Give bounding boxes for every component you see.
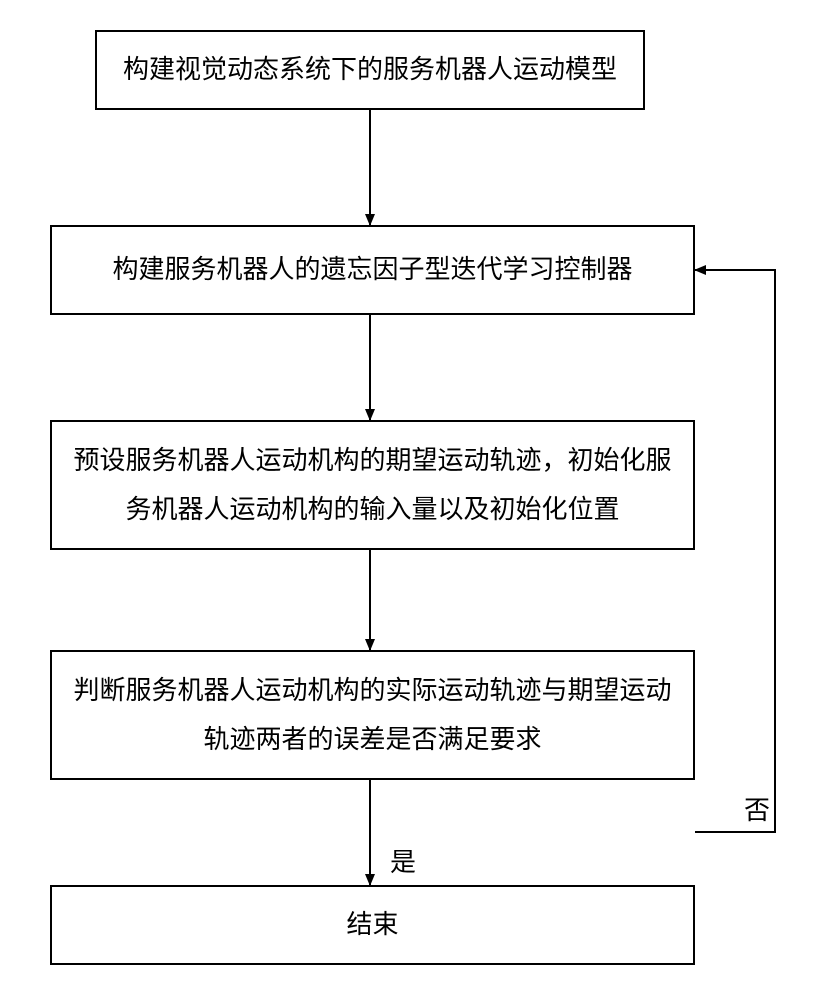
flowchart-edge-label: 是	[390, 842, 416, 879]
flowchart-node-text: 构建视觉动态系统下的服务机器人运动模型	[123, 45, 617, 94]
flowchart-node: 预设服务机器人运动机构的期望运动轨迹，初始化服务机器人运动机构的输入量以及初始化…	[50, 420, 695, 550]
flowchart-node: 构建服务机器人的遗忘因子型迭代学习控制器	[50, 225, 695, 315]
flowchart-canvas: 构建视觉动态系统下的服务机器人运动模型构建服务机器人的遗忘因子型迭代学习控制器预…	[0, 0, 826, 1000]
flowchart-node-text: 判断服务机器人运动机构的实际运动轨迹与期望运动轨迹两者的误差是否满足要求	[72, 666, 673, 765]
flowchart-node-text: 预设服务机器人运动机构的期望运动轨迹，初始化服务机器人运动机构的输入量以及初始化…	[72, 436, 673, 535]
flowchart-node: 构建视觉动态系统下的服务机器人运动模型	[95, 30, 645, 110]
flowchart-edge-label: 否	[744, 790, 770, 827]
flowchart-node-text: 结束	[346, 900, 398, 949]
flowchart-node-text: 构建服务机器人的遗忘因子型迭代学习控制器	[112, 245, 632, 294]
flowchart-edge	[695, 270, 775, 832]
flowchart-node: 判断服务机器人运动机构的实际运动轨迹与期望运动轨迹两者的误差是否满足要求	[50, 650, 695, 780]
flowchart-node: 结束	[50, 885, 695, 965]
